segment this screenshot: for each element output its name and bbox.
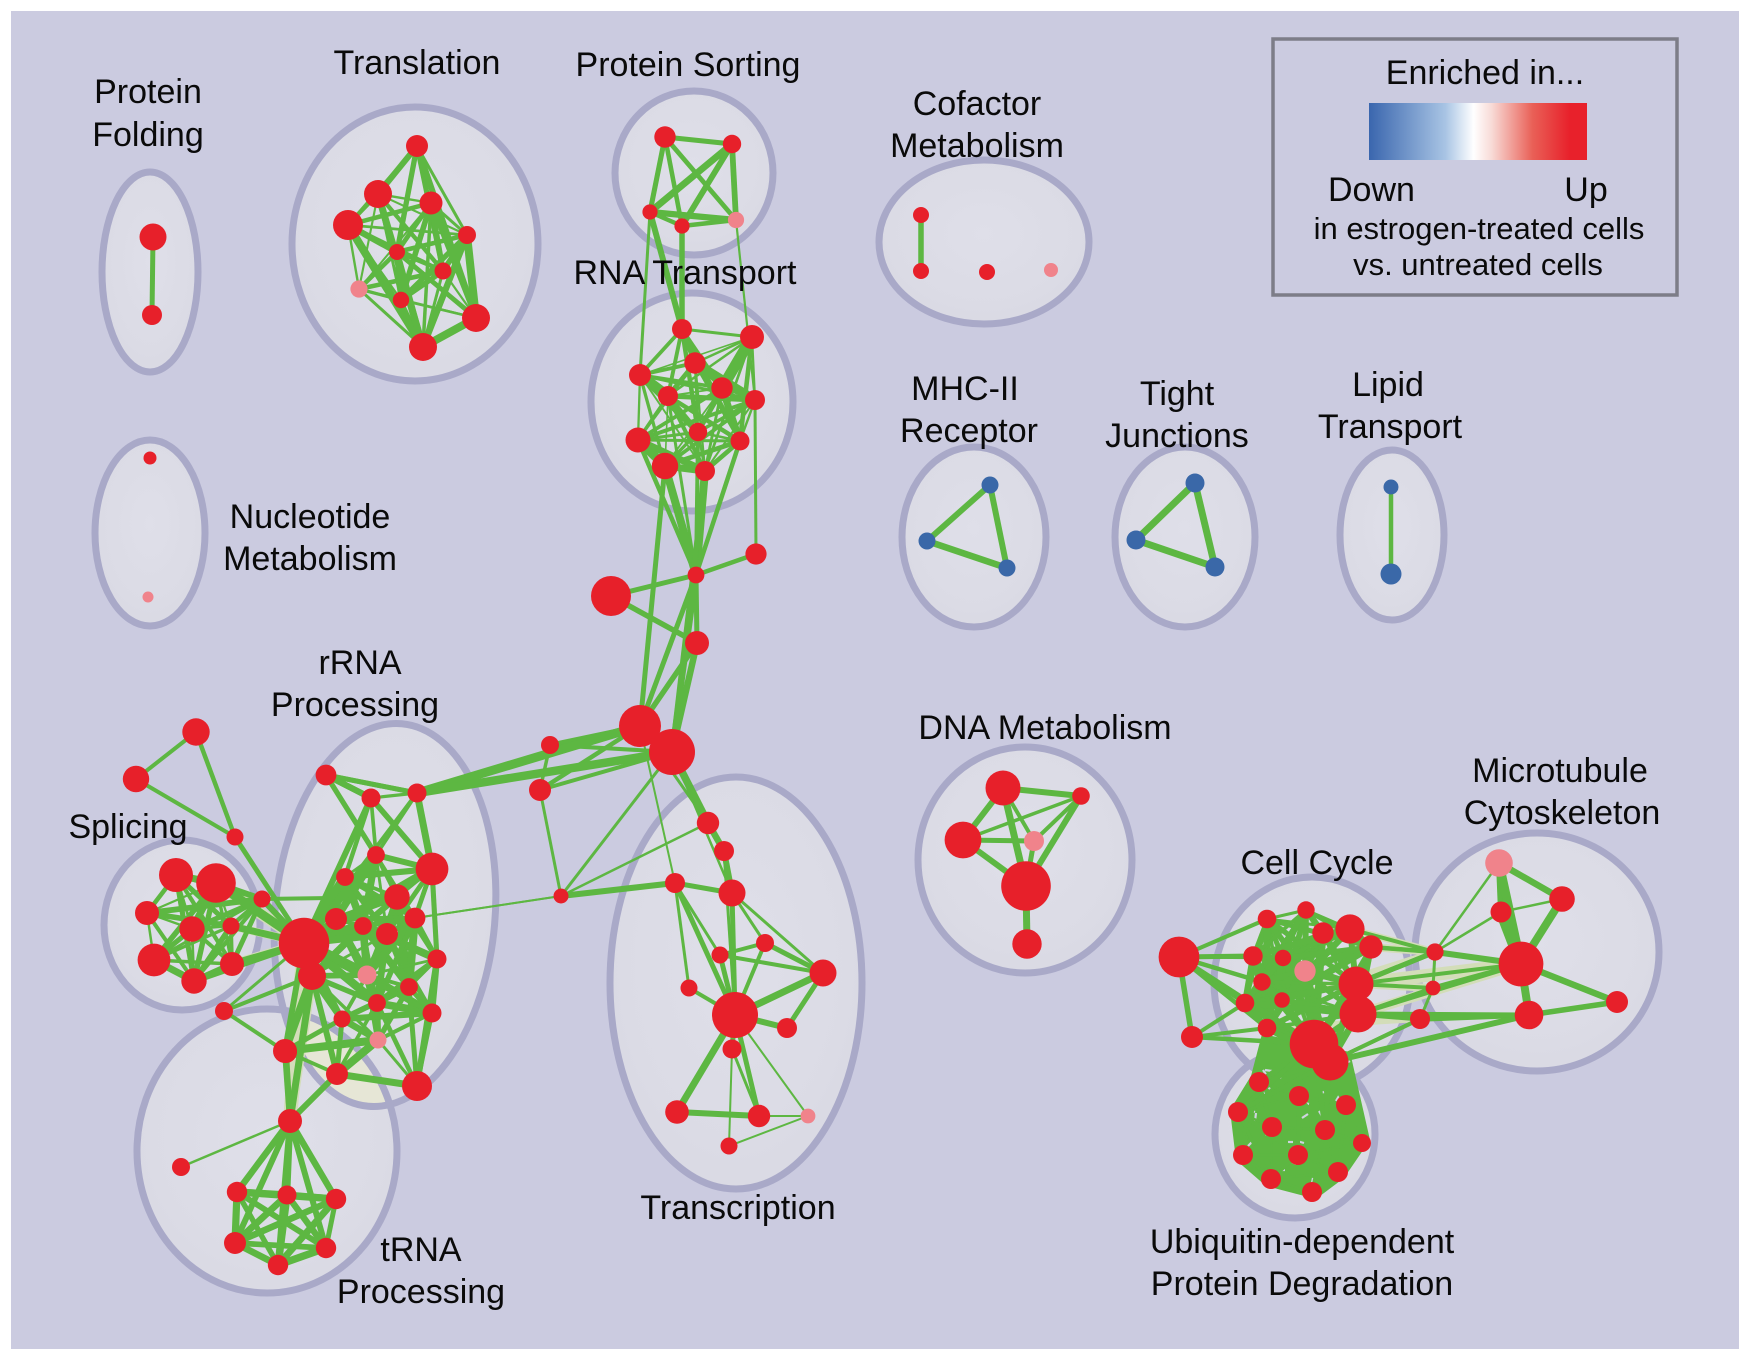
- svg-text:DNA Metabolism: DNA Metabolism: [918, 709, 1171, 747]
- svg-text:Metabolism: Metabolism: [890, 127, 1064, 165]
- svg-text:Transport: Transport: [1318, 408, 1463, 446]
- svg-text:Cytoskeleton: Cytoskeleton: [1464, 794, 1661, 832]
- svg-text:Enriched in...: Enriched in...: [1386, 54, 1584, 92]
- svg-text:Lipid: Lipid: [1352, 366, 1424, 404]
- svg-text:Up: Up: [1564, 171, 1607, 209]
- svg-text:Translation: Translation: [334, 44, 501, 82]
- svg-text:Tight: Tight: [1140, 375, 1215, 413]
- svg-text:MHC-II: MHC-II: [911, 370, 1019, 408]
- svg-text:Ubiquitin-dependent: Ubiquitin-dependent: [1150, 1223, 1455, 1261]
- svg-text:in estrogen-treated cells: in estrogen-treated cells: [1314, 211, 1645, 246]
- svg-text:Junctions: Junctions: [1105, 417, 1249, 455]
- svg-text:Processing: Processing: [271, 686, 439, 724]
- svg-text:Metabolism: Metabolism: [223, 540, 397, 578]
- svg-text:Protein Sorting: Protein Sorting: [576, 46, 801, 84]
- svg-text:Nucleotide: Nucleotide: [230, 498, 391, 536]
- svg-text:Receptor: Receptor: [900, 412, 1038, 450]
- svg-text:Microtubule: Microtubule: [1472, 752, 1648, 790]
- svg-text:tRNA: tRNA: [380, 1231, 462, 1269]
- svg-text:Processing: Processing: [337, 1273, 505, 1311]
- svg-text:Transcription: Transcription: [640, 1189, 835, 1227]
- svg-text:RNA Transport: RNA Transport: [574, 254, 798, 292]
- svg-text:Protein Degradation: Protein Degradation: [1151, 1265, 1453, 1303]
- svg-text:Folding: Folding: [92, 116, 204, 154]
- svg-text:Down: Down: [1328, 171, 1415, 209]
- svg-text:Cell Cycle: Cell Cycle: [1240, 844, 1393, 882]
- svg-text:vs. untreated cells: vs. untreated cells: [1353, 247, 1603, 282]
- svg-text:Splicing: Splicing: [68, 808, 187, 846]
- svg-text:Cofactor: Cofactor: [913, 85, 1042, 123]
- svg-text:Protein: Protein: [94, 73, 202, 111]
- svg-text:rRNA: rRNA: [318, 644, 401, 682]
